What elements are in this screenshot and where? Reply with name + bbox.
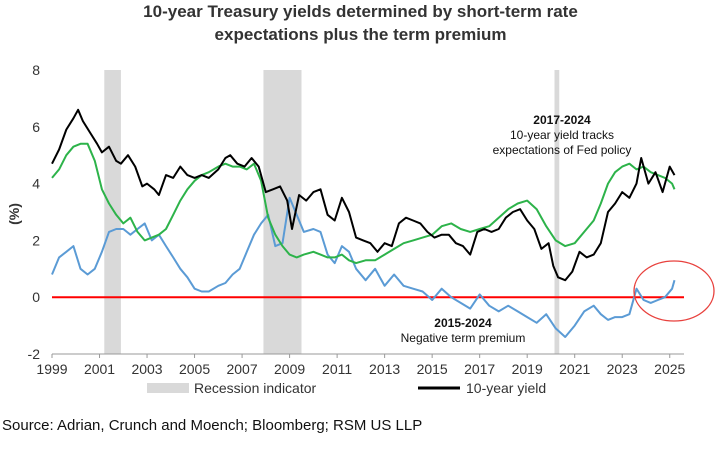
y-tick-label: 2: [32, 232, 40, 248]
x-tick-label: 2009: [274, 361, 305, 377]
x-axis: 1999 2001 2003 2005 2007 2009 2011 2013 2015 2017…: [36, 353, 686, 377]
chart-title: 10-year Treasury yields determined by sh…: [0, 0, 721, 46]
recession-bands: [104, 70, 560, 354]
series-line-yield: [51, 108, 676, 282]
x-tick-label: 2005: [179, 361, 210, 377]
highlight-circle: [633, 260, 715, 322]
y-tick-label: 4: [32, 176, 40, 192]
recession-band: [554, 70, 560, 354]
y-axis: -2 0 2 4 6 8: [28, 62, 41, 362]
x-tick-label: 2003: [131, 361, 162, 377]
recession-band: [104, 70, 121, 354]
annotation-line-2017-a: 10-year yield tracks: [510, 128, 614, 142]
annotation-line-2015: Negative term premium: [401, 331, 526, 345]
y-tick-label: 8: [32, 62, 40, 78]
x-tick-label: 2001: [84, 361, 115, 377]
x-tick-label: 2025: [654, 361, 685, 377]
x-tick-label: 1999: [36, 361, 67, 377]
y-tick-label: -2: [28, 346, 41, 362]
y-axis-label: (%): [6, 203, 22, 225]
chart-title-line-2: expectations plus the term premium: [214, 25, 507, 44]
legend-yield-label: 10-year yield: [466, 380, 546, 396]
legend-recession-swatch: [147, 383, 189, 393]
x-tick-label: 2017: [464, 361, 495, 377]
x-tick-label: 2021: [559, 361, 590, 377]
x-tick-label: 2015: [417, 361, 448, 377]
chart-title-line-1: 10-year Treasury yields determined by sh…: [143, 2, 578, 21]
x-tick-label: 2023: [607, 361, 638, 377]
series-line-term-premium: [51, 196, 676, 338]
y-tick-label: 0: [32, 289, 40, 305]
series-lines: [51, 108, 676, 338]
legend-recession-label: Recession indicator: [194, 380, 317, 396]
legend: Recession indicator 10-year yield: [147, 380, 546, 396]
annotation-title-2017: 2017-2024: [533, 113, 591, 127]
y-tick-label: 6: [32, 119, 40, 135]
series-line-expectations: [51, 142, 676, 265]
x-tick-label: 2011: [322, 361, 352, 377]
x-tick-label: 2007: [226, 361, 257, 377]
source-note: Source: Adrian, Crunch and Moench; Bloom…: [2, 417, 423, 434]
x-tick-label: 2019: [512, 361, 543, 377]
annotation-line-2017-b: expectations of Fed policy: [493, 143, 632, 157]
x-tick-label: 2013: [369, 361, 400, 377]
annotation-title-2015: 2015-2024: [434, 316, 492, 330]
